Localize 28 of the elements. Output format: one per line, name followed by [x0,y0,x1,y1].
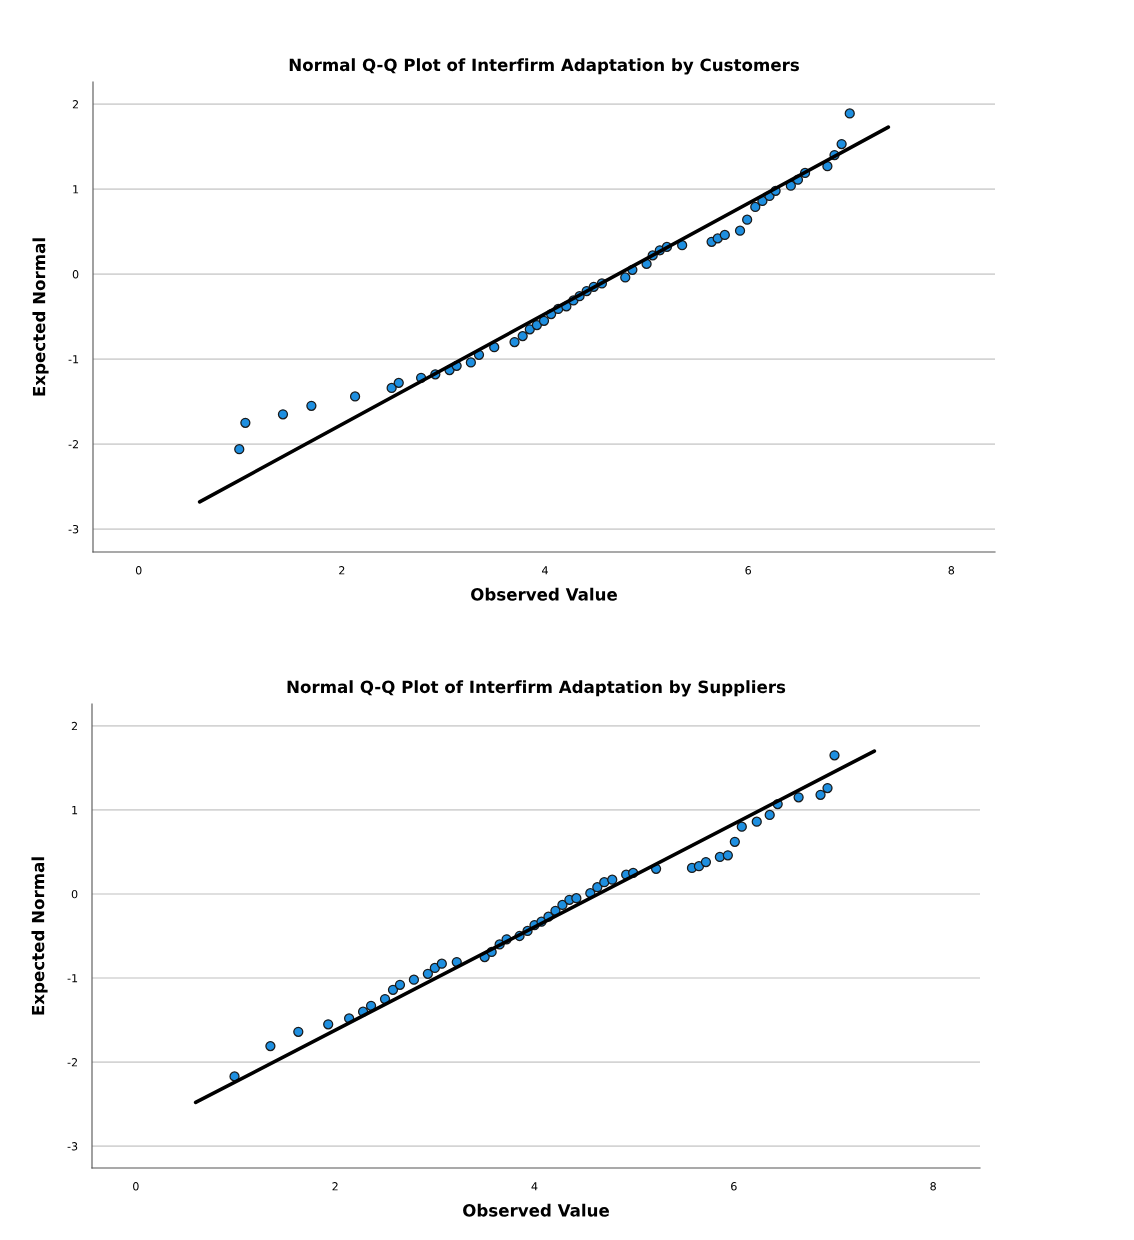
x-tick-label: 8 [948,566,955,575]
y-tick-label: -2 [68,440,78,449]
x-tick-label: 6 [731,1182,737,1191]
x-tick-label: 0 [135,566,142,575]
y-tick-label: -1 [68,355,79,364]
y-tick-label: 1 [72,806,78,815]
x-tick-label: 2 [332,1182,338,1191]
x-tick-label: 2 [339,566,345,575]
x-tick-label: 4 [542,566,548,575]
x-tick-label: 6 [745,566,751,575]
y-tick-label: -1 [67,974,78,983]
x-axis-title: Observed Value [471,587,617,601]
y-tick-label: -3 [67,1142,78,1151]
x-tick-label: 0 [133,1182,139,1191]
chart-title: Normal Q-Q Plot of Interfirm Adaptation by Customers [289,58,799,75]
y-tick-label: 2 [71,721,77,731]
y-tick-label: 1 [73,185,79,194]
y-axis-title: Expected Normal [31,857,48,1015]
y-tick-label: 0 [71,889,78,899]
y-tick-label: 0 [72,270,79,279]
y-axis-title: Expected Normal [32,238,49,396]
y-tick-label: 2 [72,100,78,109]
y-tick-label: -2 [67,1058,77,1067]
chart-title: Normal Q-Q Plot of Interfirm Adaptation by Suppliers [287,680,786,697]
x-axis-title: Observed Value [463,1203,609,1217]
x-tick-label: 4 [531,1182,538,1191]
y-tick-label: -3 [68,525,79,534]
x-tick-label: 8 [930,1182,936,1191]
